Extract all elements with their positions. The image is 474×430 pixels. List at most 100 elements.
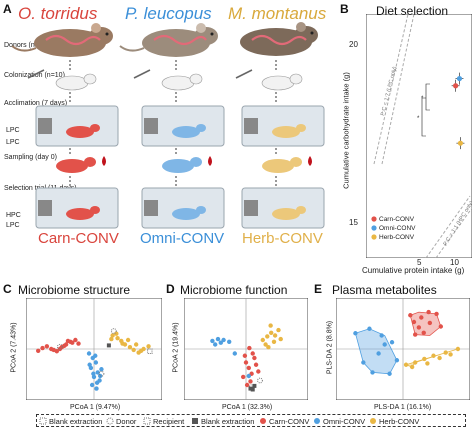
step-sampling: Sampling (day 0) [4,154,57,161]
d-point-recipient [250,387,255,392]
c-point-herb-conv [138,348,144,353]
group-carn-conv: Carn-CONV [38,230,119,247]
ref-line-hpc-2 [435,207,472,258]
legend-recipient: Recipient [153,417,185,426]
microbiome-structure-title: Microbiome structure [18,283,131,297]
d-point-herb-conv [260,337,265,343]
legend-carn: Carn-CONV [379,216,415,223]
e-point-herb-conv [437,355,442,361]
e-point-carn-conv [411,319,417,325]
c-point-herb-conv [110,333,115,338]
e-point-omni-conv [353,331,358,336]
b-sig-star-1: * [421,96,424,102]
e-point-herb-conv [425,361,430,366]
d-point-omni-conv [215,336,221,342]
d-point-carn-conv [248,379,253,384]
legend-dot-omni [371,225,377,231]
b-xtick-10: 10 [450,258,459,267]
c-point-recipient [106,343,111,348]
sampling-mice [56,156,312,173]
e-point-herb-conv [413,360,418,365]
c-point-omni-conv [93,360,99,365]
lpc-label-3: LPC [6,222,20,229]
c-point-donor [110,328,117,334]
d-point-omni-conv [227,339,232,344]
c-point-carn-conv [57,346,63,352]
legend-omni-bottom: Omni-CONV [323,417,365,426]
b-ytick-20: 20 [349,40,358,49]
d-point-carn-conv [246,365,251,371]
c-ylabel: PCoA 2 (7.43%) [10,322,18,373]
e-point-omni-conv [389,340,395,345]
d-point-omni-conv [221,337,226,343]
b-point-omni-conv [456,75,463,82]
microbiome-function-title: Microbiome function [180,283,288,297]
d-point-omni-conv [232,351,237,356]
c-point-omni-conv [87,362,92,367]
b-xlabel: Cumulative protein intake (g) [362,266,465,275]
e-point-carn-conv [408,313,413,318]
diet-selection-chart: P:C = 1:7 (LPC only) P:C = 1:1 (HPC only… [366,14,472,258]
b-points [451,72,465,150]
ref-line-lpc [373,14,409,165]
d-point-herb-conv [269,330,274,335]
c-point-carn-conv [62,343,67,349]
ref-line-hpc [425,195,471,258]
c-point-omni-conv [94,380,100,385]
c-point-herb-conv [109,336,114,342]
e-point-omni-conv [367,326,372,331]
e-point-herb-conv [422,356,427,362]
d-point-carn-conv [252,355,257,361]
c-points [36,328,153,391]
microbiome-function-chart [184,298,308,400]
c-point-omni-conv [95,370,100,375]
legend-herb: Herb-CONV [379,234,415,241]
ref-label-hpc: P:C = 1:1 (HPC only) [443,200,472,247]
b-ytick-15: 15 [349,218,358,227]
d-point-carn-conv [253,362,259,367]
c-point-carn-conv [65,338,71,344]
legend-omni: Omni-CONV [379,225,416,232]
b-legend: Carn-CONV Omni-CONV Herb-CONV [368,214,416,244]
b-point-herb-conv [457,140,464,146]
microbiome-structure-chart [26,298,162,400]
c-point-herb-conv [115,336,120,341]
b-sig-star-2: * [417,116,420,122]
e-point-omni-conv [387,371,392,376]
d-point-herb-conv [271,339,277,344]
panel-c-label: C [3,282,12,296]
d-point-omni-conv [213,342,218,347]
d-point-omni-conv [218,340,223,345]
bottom-legend [36,414,466,427]
legend-donor: Donor [116,417,137,426]
species-p-leucopus: P. leucopus [125,4,212,23]
step-acclimation: Acclimation (7 days) [4,100,68,107]
d-point-carn-conv [242,353,248,358]
e-point-herb-conv [448,352,453,357]
c-xlabel: PCoA 1 (9.47%) [70,404,121,411]
group-omni-conv: Omni-CONV [140,230,225,247]
c-point-herb-conv [114,331,119,336]
d-point-recipient [248,386,253,391]
e-ylabel: PLS-DA 2 (8.8%) [326,320,334,375]
e-point-carn-conv [421,330,426,335]
c-point-omni-conv [94,386,99,391]
c-point-carn-conv [76,341,81,346]
legend-dot-carn [371,216,377,222]
donor-mouse-omni [119,23,218,57]
c-point-herb-conv [120,341,125,346]
d-point-herb-conv [278,336,283,342]
legend-blank-extraction-2: Blank extraction [201,417,254,426]
panel-a-label: A [3,2,12,16]
c-point-omni-conv [86,351,92,356]
e-point-carn-conv [419,315,424,320]
d-points [210,323,283,392]
legend-marker-donor [106,417,114,425]
d-point-carn-conv [247,345,252,351]
c-point-carn-conv [44,344,50,349]
d-point-omni-conv [246,373,251,379]
d-point-herb-conv [266,345,271,350]
d-ylabel: PCoA 2 (19.4%) [172,322,180,373]
d-point-carn-conv [256,369,261,374]
c-point-carn-conv [70,340,75,345]
